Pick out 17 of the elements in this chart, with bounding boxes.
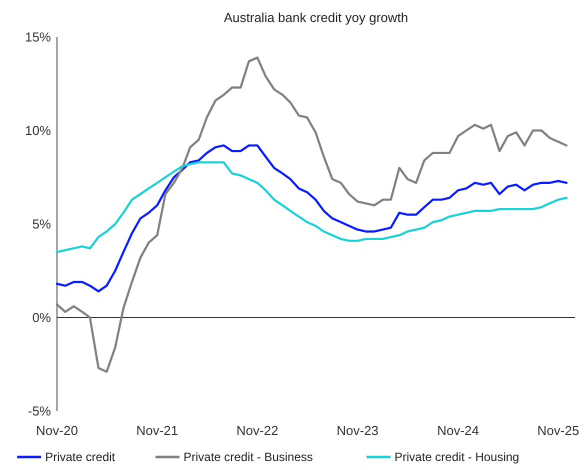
y-tick-label: 15% (24, 30, 52, 45)
x-tick-label: Nov-24 (437, 423, 480, 438)
y-tick-label: 10% (24, 123, 52, 138)
x-tick-label: Nov-20 (36, 423, 78, 438)
x-tick-label: Nov-21 (136, 423, 178, 438)
chart-title: Australia bank credit yoy growth (224, 10, 408, 25)
y-tick-label: -5% (28, 404, 52, 419)
x-tick-label: Nov-25 (537, 423, 580, 438)
line-series (56, 144, 568, 292)
x-tick-label: Nov-22 (236, 423, 278, 438)
line-series (56, 161, 568, 254)
legend-label: Private credit - Housing (394, 450, 520, 464)
x-tick-label: Nov-23 (336, 423, 379, 438)
y-tick-label: 0% (32, 310, 52, 326)
legend-label: Private credit - Business (184, 450, 313, 464)
legend-label: Private credit (45, 450, 116, 464)
y-tick-label: 5% (32, 216, 52, 232)
